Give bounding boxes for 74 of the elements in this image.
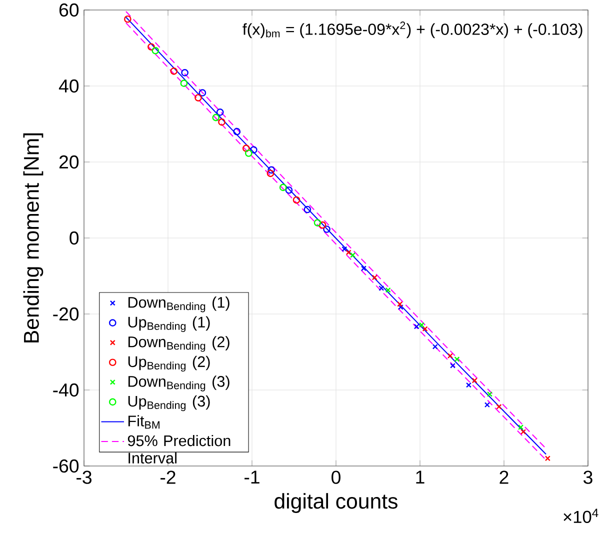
point <box>372 274 378 280</box>
point <box>360 266 366 272</box>
y-tick-label: -40 <box>53 383 79 397</box>
y-tick-label: 40 <box>58 79 79 93</box>
legend-label: Down$_{Bending}$ (3) <box>128 376 230 392</box>
legend-label: Fit$_{BM}$ <box>128 415 160 429</box>
point <box>279 184 287 192</box>
y-tick-label: -60 <box>53 459 79 473</box>
point <box>152 46 160 54</box>
point <box>450 362 456 368</box>
point <box>218 118 226 126</box>
point <box>268 166 275 174</box>
point <box>484 402 490 408</box>
point <box>447 353 454 359</box>
point <box>212 114 220 122</box>
point <box>472 378 478 384</box>
point <box>285 186 293 194</box>
legend-label: Up$_{Bending}$ (1) <box>128 316 210 332</box>
point <box>398 304 404 310</box>
point <box>198 89 206 96</box>
point <box>346 250 352 256</box>
point <box>350 252 356 258</box>
point <box>318 221 326 229</box>
point <box>244 150 252 157</box>
point <box>194 94 202 102</box>
x-tick-label: 1 <box>416 470 424 484</box>
point <box>181 69 188 76</box>
legend-label: Up$_{Bending}$ (2) <box>128 356 210 372</box>
point <box>216 108 224 116</box>
legend-label: Down$_{Bending}$ (2) <box>128 336 230 352</box>
x-tick-label: -1 <box>244 470 260 484</box>
x-tick-label: -2 <box>160 470 176 484</box>
y-axis-title: Bending moment [Nm] <box>23 133 44 342</box>
point <box>432 344 438 350</box>
legend-label: Up$_{Bending}$ (3) <box>128 395 210 412</box>
point <box>378 285 384 291</box>
point <box>148 43 155 51</box>
point <box>466 382 472 388</box>
y-tick-label: 0 <box>70 231 79 245</box>
point <box>233 128 241 136</box>
y-tick-label: 20 <box>59 155 79 169</box>
x-tick-label: 2 <box>500 470 508 484</box>
point <box>342 246 348 252</box>
point <box>292 196 300 204</box>
x-tick-label: -3 <box>76 470 92 484</box>
point <box>520 429 526 435</box>
point <box>304 206 312 214</box>
point <box>418 322 424 328</box>
legend-label: Down$_{Bending}$ (1) <box>128 296 230 312</box>
point <box>242 144 250 152</box>
y-tick-label: -20 <box>53 307 79 321</box>
point <box>454 356 460 362</box>
legend-label: 95% Prediction Interval <box>128 434 230 464</box>
y-tick-label: 60 <box>59 3 79 17</box>
point <box>266 170 274 178</box>
point <box>124 15 132 23</box>
point <box>486 391 492 397</box>
point <box>496 404 502 410</box>
point <box>422 326 428 332</box>
text: ×10$^{4}$ <box>564 508 598 524</box>
x-tick-label: 0 <box>332 470 340 484</box>
annotation: f(x)$_{bm}$ = (1.1695e-09*x$^{2}$) + (-0.0023*x) + (-0.103) <box>242 22 582 38</box>
point <box>385 287 391 293</box>
point <box>250 146 258 154</box>
x-tick-label: 3 <box>584 470 592 484</box>
point <box>544 456 550 462</box>
point <box>397 301 403 307</box>
point <box>170 68 178 75</box>
point <box>323 226 330 233</box>
point <box>414 324 420 330</box>
point <box>518 424 524 430</box>
point <box>180 80 188 87</box>
point <box>314 219 322 226</box>
x-axis-title: digital counts <box>274 493 398 513</box>
